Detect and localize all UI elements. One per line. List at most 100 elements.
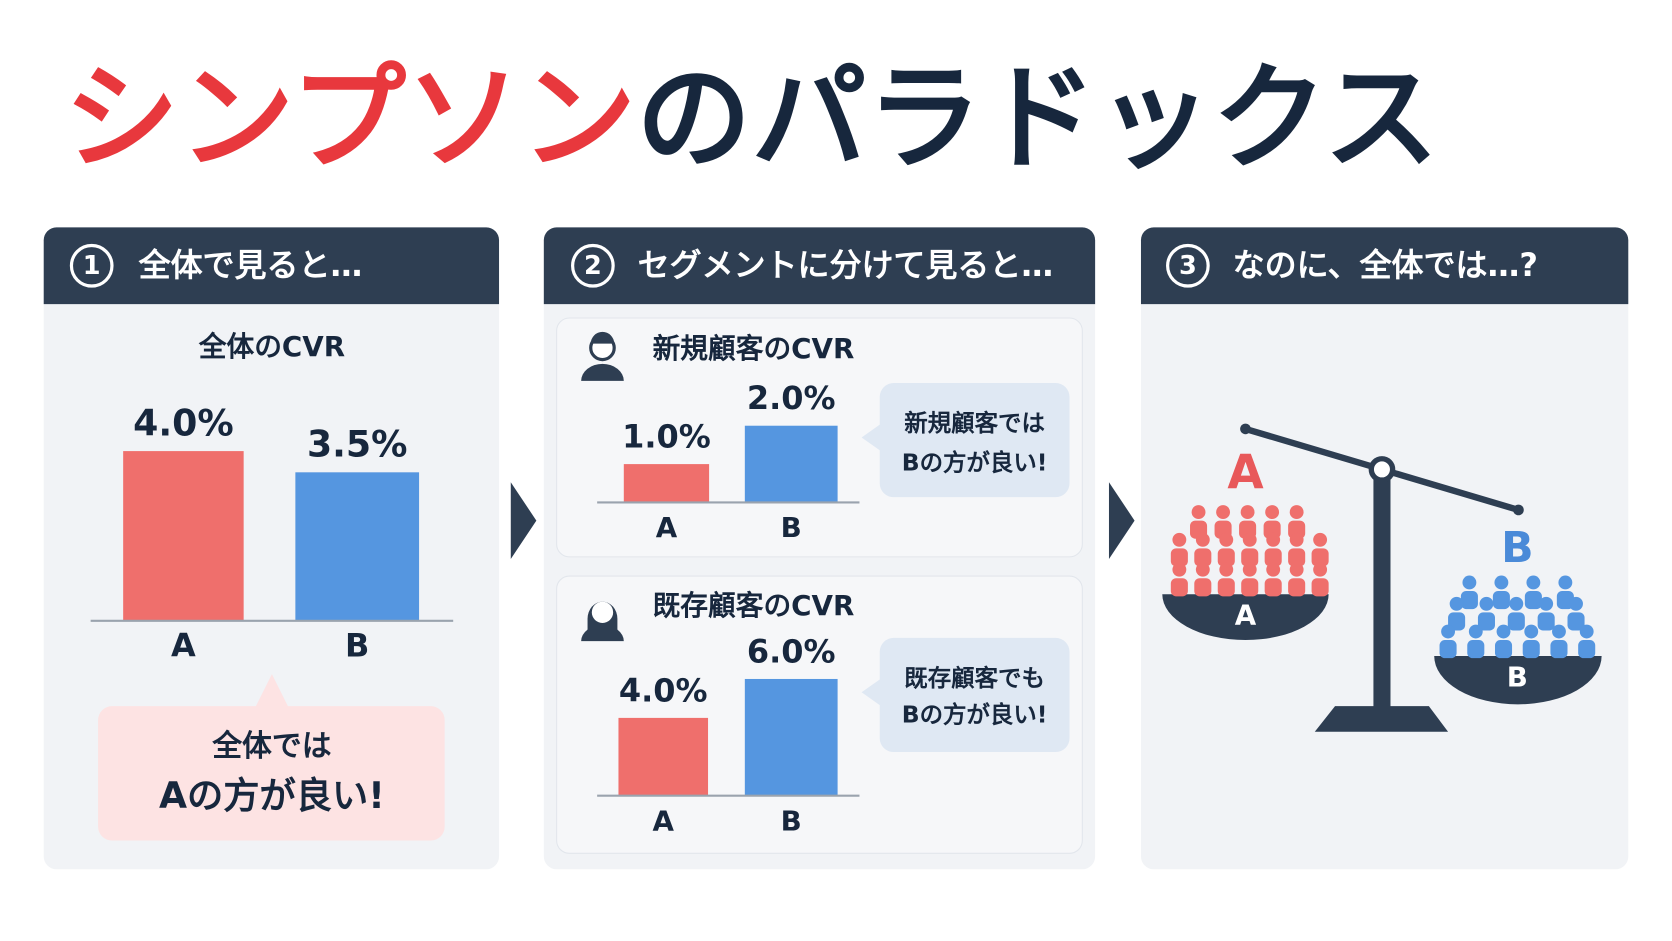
person-icon (1492, 590, 1510, 610)
chart-title: 新規顧客のCVR (653, 332, 855, 365)
value-label: 4.0% (619, 671, 708, 709)
pan-label: A (1235, 599, 1257, 632)
person-icon (1522, 640, 1540, 659)
bubble-line: 新規顧客では (904, 409, 1045, 437)
person-icon (1265, 505, 1280, 520)
person-icon (1217, 548, 1235, 567)
person-icon (1524, 624, 1539, 639)
person-icon (1242, 532, 1257, 547)
person-icon (1289, 562, 1304, 577)
chart-title: 既存顧客のCVR (653, 589, 855, 622)
panel-header: 全体で見ると… (138, 246, 363, 284)
person-icon (1195, 562, 1210, 577)
person-icon (1266, 562, 1281, 577)
chart-title: 全体のCVR (198, 330, 345, 363)
person-icon (1170, 578, 1188, 597)
person-icon (1462, 575, 1477, 590)
person-icon (1460, 590, 1478, 610)
person-icon (1241, 578, 1259, 597)
person-icon (1558, 575, 1573, 590)
panel-number: 2 (584, 251, 602, 281)
panel-header: なのに、全体では…? (1233, 246, 1538, 284)
panel-header: セグメントに分けて見ると… (638, 246, 1054, 284)
person-icon (1288, 520, 1306, 539)
person-icon (1569, 596, 1583, 611)
person-icon (1550, 640, 1568, 659)
category-label: B (781, 511, 802, 544)
bubble-line: Bの方が良い! (902, 700, 1048, 728)
person-icon (1537, 612, 1555, 631)
person-icon (1468, 624, 1483, 639)
value-label: 1.0% (622, 418, 711, 456)
person-icon (1313, 562, 1328, 577)
person-icon (1441, 624, 1456, 639)
person-icon (1477, 612, 1495, 631)
category-label: A (171, 627, 196, 665)
person-icon (1579, 624, 1594, 639)
person-icon (1194, 578, 1212, 597)
bar (744, 678, 838, 796)
bar (744, 425, 838, 503)
person-icon (1170, 548, 1188, 567)
scale-label: B (1501, 523, 1534, 573)
panel-3: 3 なのに、全体では…? A A B B (1140, 227, 1629, 870)
bar (123, 451, 244, 621)
bubble-line: Bの方が良い! (902, 449, 1048, 477)
person-icon (1539, 596, 1554, 611)
bubble-line: 全体では (211, 729, 331, 764)
panel-number: 3 (1179, 251, 1197, 281)
bubble-line: 既存顧客でも (904, 664, 1045, 692)
person-icon (1219, 562, 1234, 577)
category-label: B (781, 804, 802, 837)
person-icon (1216, 505, 1231, 520)
person-icon (1479, 596, 1494, 611)
person-icon (1449, 596, 1464, 611)
bubble-line: Aの方が良い! (159, 774, 385, 817)
bar (623, 464, 710, 503)
panel-1: 1 全体で見ると… 全体では Aの方が良い! (43, 227, 500, 870)
person-icon (1241, 548, 1259, 567)
person-icon (1172, 532, 1187, 547)
person-icon (1311, 578, 1329, 597)
person-icon (1289, 532, 1304, 547)
page-title: シンプソンのパラドックス (64, 52, 1439, 186)
person-icon (1467, 640, 1485, 659)
person-icon (1496, 624, 1511, 639)
value-label: 4.0% (133, 402, 234, 445)
person-icon (1507, 612, 1525, 631)
scale-label: A (1227, 445, 1264, 500)
person-icon (1524, 590, 1542, 610)
value-label: 3.5% (307, 423, 408, 466)
panel-number: 1 (83, 251, 101, 281)
person-icon (1552, 624, 1566, 639)
pan-label: B (1507, 660, 1528, 693)
person-icon (1313, 532, 1328, 547)
person-icon (1289, 505, 1304, 520)
category-label: B (345, 627, 369, 665)
person-icon (1311, 548, 1329, 567)
person-icon (1266, 532, 1281, 547)
person-icon (1448, 612, 1466, 631)
person-icon (1195, 532, 1210, 547)
person-icon (1526, 575, 1541, 590)
category-label: A (653, 804, 675, 837)
person-icon (1172, 562, 1187, 577)
person-icon (1288, 548, 1306, 567)
person-icon (1578, 640, 1596, 659)
person-icon (1439, 640, 1457, 659)
person-icon (1191, 505, 1206, 520)
title-red: シンプソン (64, 52, 636, 186)
person-icon (1242, 562, 1257, 577)
person-icon (1217, 578, 1235, 597)
person-icon (1264, 548, 1282, 567)
bar (295, 472, 420, 621)
person-icon (1509, 596, 1524, 611)
title-dark: のパラドックス (636, 52, 1439, 186)
value-label: 2.0% (747, 379, 836, 417)
person-icon (1264, 578, 1282, 597)
person-icon (1494, 575, 1509, 590)
person-icon (1194, 548, 1212, 567)
person-icon (1494, 640, 1513, 659)
category-label: A (656, 511, 678, 544)
